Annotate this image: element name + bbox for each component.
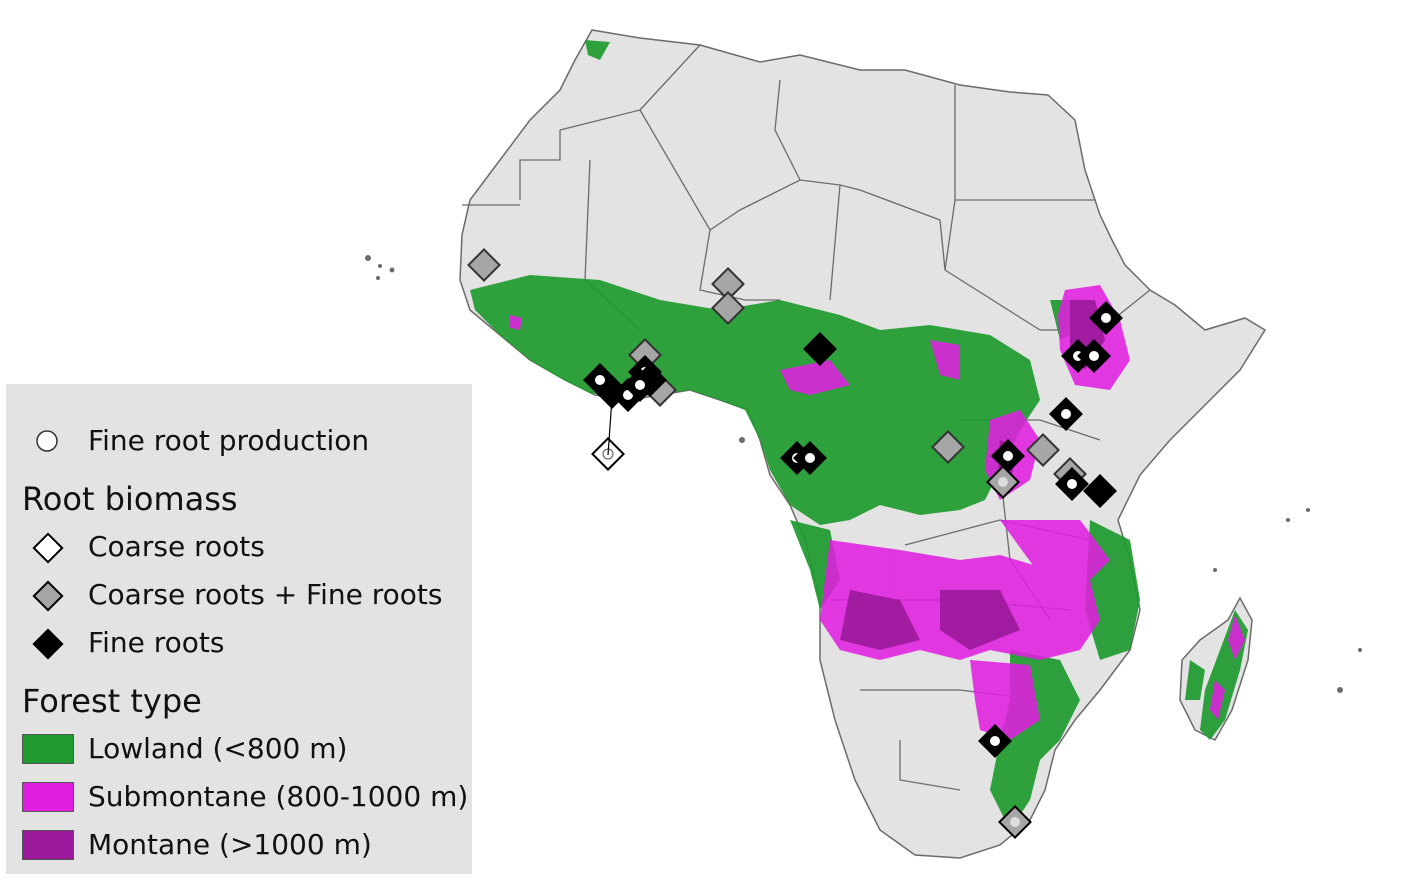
legend-fine-roots: Fine roots [88,626,225,659]
production-dot [1067,479,1077,489]
legend-fine-root-production: Fine root production [88,424,370,457]
legend-coarse-plus-fine: Coarse roots + Fine roots [88,578,443,611]
legend-root-biomass-title: Root biomass [22,480,238,518]
site-marker-fine_roots [1083,474,1117,508]
submontane-swatch [22,782,74,812]
production-dot [1010,817,1020,827]
montane-swatch [22,830,74,860]
study-sites [467,248,1123,839]
leader-line [607,397,613,456]
islands [365,255,1362,693]
site-marker-coarse_plus_fine [711,267,745,301]
production-dot [1003,451,1013,461]
legend-submontane: Submontane (800-1000 m) [88,780,469,813]
production-dot [1089,351,1099,361]
fine-roots-symbol [32,628,64,660]
coarse-roots-symbol [32,532,64,564]
legend-montane: Montane (>1000 m) [88,828,372,861]
site-marker-coarse_plus_fine [1026,433,1060,467]
legend-forest-type-title: Forest type [22,682,202,720]
production-dot [1101,313,1111,323]
production-dot [635,380,645,390]
production-dot [623,390,633,400]
site-marker-coarse_plus_fine [628,338,662,372]
production-dot [998,477,1008,487]
lowland-swatch [22,734,74,764]
site-marker-coarse_plus_fine [467,248,501,282]
site-marker-fine_roots [803,332,837,366]
legend-lowland: Lowland (<800 m) [88,732,348,765]
production-dot [805,453,815,463]
fine-root-production-symbol [36,430,58,452]
legend: Fine root production Root biomass Coarse… [6,384,472,874]
production-dot [990,736,1000,746]
production-dot [1061,409,1071,419]
site-marker-coarse_plus_fine [711,291,745,325]
site-marker-coarse_plus_fine [931,430,965,464]
production-dot [595,375,605,385]
coarse-plus-fine-symbol [32,580,64,612]
legend-coarse-roots: Coarse roots [88,530,265,563]
